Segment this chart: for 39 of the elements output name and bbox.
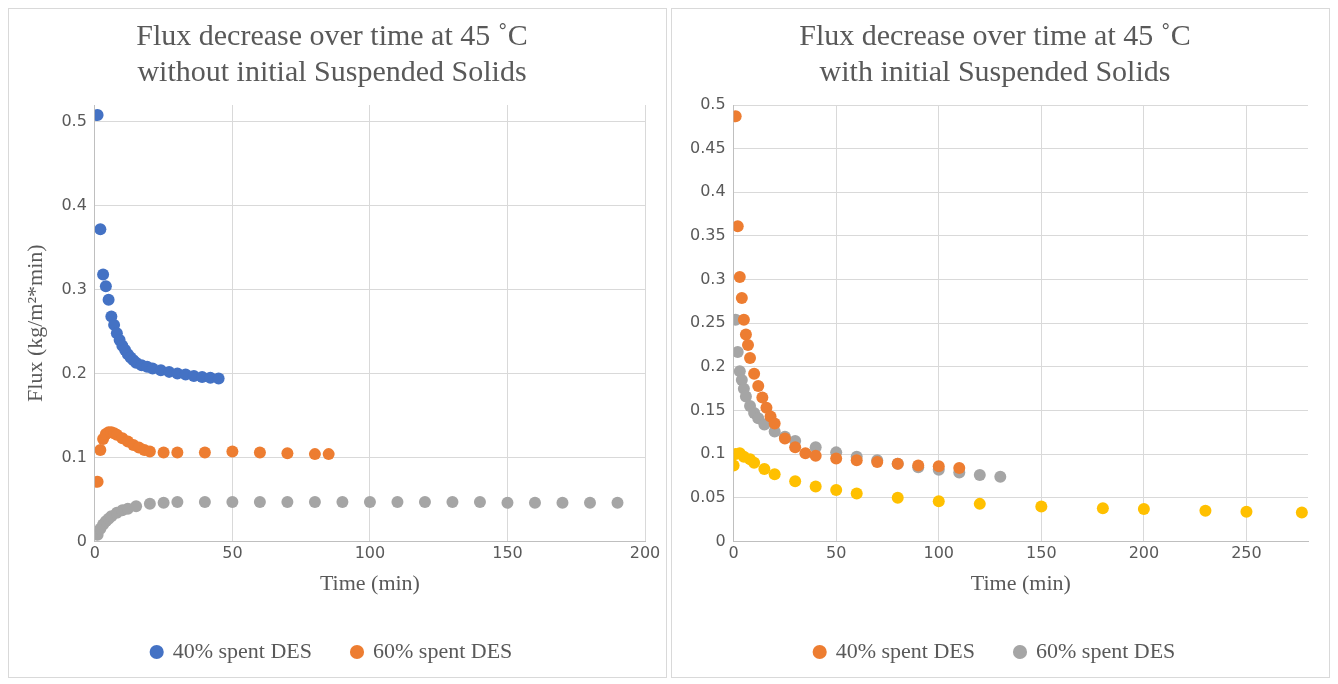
legend-label: 40% spent DES [172,637,312,663]
text: with initial Suspended Solids [819,53,1171,87]
legend-label: 40% spent DES [835,637,975,663]
x-tick-label: 150 [1026,543,1057,563]
x-tick-label: 50 [826,543,847,563]
y-tick-label: 0.05 [690,486,726,506]
text: without initial Suspended Solids [137,53,527,87]
y-tick-label: 0.1 [61,446,87,466]
x-axis-title: Time (min) [319,569,420,595]
y-tick-label: 0.35 [690,225,726,245]
y-tick-label: 0 [76,530,87,550]
y-tick-label: 0.2 [61,362,87,382]
x-tick-label: 100 [354,543,386,563]
y-tick-label: 0.45 [690,137,726,157]
x-tick-label: 0 [728,543,739,563]
y-tick-label: 0.4 [61,194,87,214]
x-tick-label: 250 [1231,543,1262,563]
y-tick-label: 0.3 [61,278,87,298]
y-tick-label: 0.5 [700,94,726,114]
x-tick-label: 0 [89,543,100,563]
x-tick-label: 200 [1128,543,1160,563]
x-tick-label: 50 [222,543,243,563]
text: Flux decrease over time at 45 ˚C [136,17,528,51]
y-tick-label: 0.15 [690,399,726,419]
y-tick-label: 0.25 [690,312,726,332]
legend-label: 60% spent DES [373,637,513,663]
x-tick-label: 200 [629,543,661,563]
x-tick-label: 100 [923,543,955,563]
y-tick-label: 0.5 [61,110,87,130]
y-tick-label: 0.1 [700,443,726,463]
y-tick-label: 0 [715,530,726,550]
y-tick-label: 0.4 [700,181,726,201]
y-tick-label: 0.2 [700,356,726,375]
y-tick-label: 0.3 [700,268,726,288]
x-axis-title: Time (min) [970,569,1071,595]
x-tick-label: 150 [492,543,523,563]
legend-label: 60% spent DES [1036,637,1176,663]
y-axis-title: Flux (kg/m²*min) [21,244,47,402]
text: Flux decrease over time at 45 ˚C [799,17,1191,51]
